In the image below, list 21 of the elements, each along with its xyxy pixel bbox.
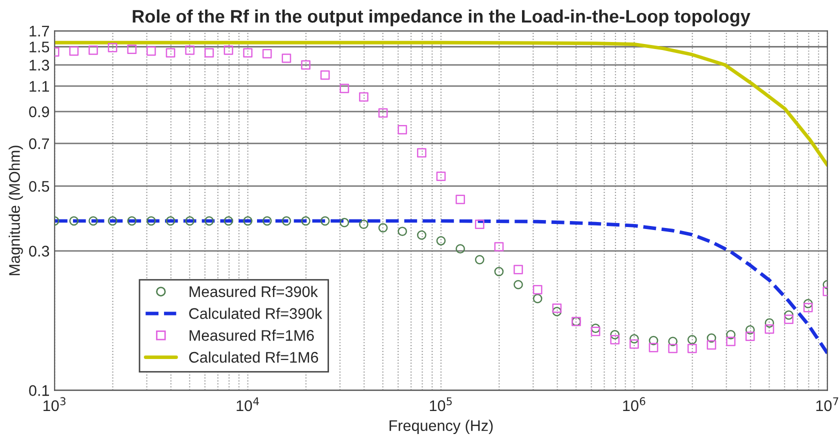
y-tick-label: 1.1 xyxy=(30,81,49,92)
x-tick-label: 10$^{6}$ xyxy=(623,397,646,412)
y-tick-label: 0.1 xyxy=(29,385,49,396)
x-tick-label: 10$^{5}$ xyxy=(430,397,452,412)
y-tick-label: 0.7 xyxy=(29,138,49,150)
y-tick-label: 1.3 xyxy=(30,60,50,71)
legend-label: Measured Rf=390k xyxy=(190,286,318,298)
chart-title: Role of the Rf in the output impedance in the Load-in-the-Loop topology xyxy=(132,9,750,26)
y-tick-label: 0.9 xyxy=(29,106,50,118)
x-tick-label: 10$^{7}$ xyxy=(816,397,838,412)
y-tick-label: 1.5 xyxy=(30,42,50,52)
x-axis-title: Frequency (Hz) xyxy=(390,420,493,434)
legend-label: Calculated Rf=1M6 xyxy=(189,352,318,363)
x-tick-label: 10$^{3}$ xyxy=(44,397,66,412)
legend-label: Measured Rf=1M6 xyxy=(190,330,314,341)
y-axis-title: Magnitude (MOhm) xyxy=(8,146,23,276)
y-tick-label: 1.7 xyxy=(30,26,49,36)
y-tick-label: 0.3 xyxy=(29,246,50,257)
x-tick-label: 10$^{4}$ xyxy=(236,397,259,412)
y-tick-label: 0.5 xyxy=(29,180,50,192)
legend-label: Calculated Rf=390k xyxy=(189,308,322,319)
